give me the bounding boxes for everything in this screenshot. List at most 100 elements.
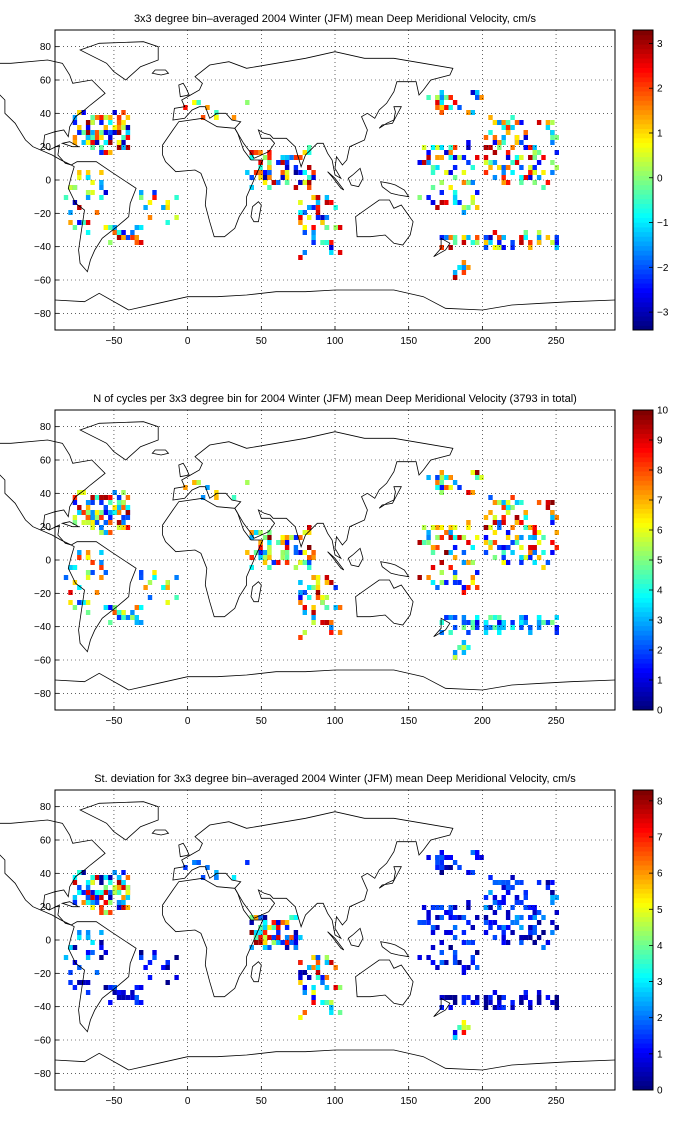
data-bin	[134, 985, 139, 990]
data-bin	[457, 865, 462, 870]
data-bin	[554, 240, 559, 245]
data-bin	[435, 165, 440, 170]
coastline-australia	[355, 199, 414, 246]
data-bin	[505, 155, 511, 160]
data-bin	[280, 175, 285, 180]
data-bin	[497, 525, 502, 530]
data-bin	[72, 515, 78, 520]
data-bin	[532, 145, 537, 150]
data-bin	[461, 640, 467, 645]
data-bin	[492, 230, 498, 235]
data-bin	[532, 545, 537, 550]
data-bin	[293, 940, 299, 945]
data-bin	[483, 540, 489, 545]
data-bin	[444, 615, 449, 620]
data-bin	[108, 510, 113, 515]
data-bin	[249, 565, 254, 570]
colorbar-segment	[633, 574, 653, 580]
data-bin	[444, 995, 449, 1000]
data-bin	[108, 900, 113, 905]
data-bin	[501, 560, 506, 565]
data-bin	[276, 920, 281, 925]
data-bin	[262, 945, 268, 950]
data-bin	[320, 620, 325, 625]
colorbar-segment	[633, 644, 653, 650]
data-bin	[249, 915, 254, 920]
x-tick-label: 200	[474, 1096, 491, 1107]
data-bin	[532, 170, 537, 175]
data-bin	[245, 550, 250, 555]
data-bin	[528, 915, 533, 920]
data-bin	[249, 175, 254, 180]
data-bin	[439, 960, 444, 965]
data-bin	[439, 865, 444, 870]
data-bin	[532, 905, 537, 910]
data-bin	[448, 915, 453, 920]
data-bin	[302, 210, 307, 215]
data-bin	[116, 890, 122, 895]
colorbar-segment	[633, 663, 653, 669]
data-bin	[475, 155, 480, 160]
data-bin	[483, 160, 489, 165]
data-bin	[85, 175, 91, 180]
data-bin	[77, 885, 82, 890]
data-bin	[505, 925, 511, 930]
data-bin	[293, 945, 299, 950]
data-bin	[103, 115, 108, 120]
y-tick-label: −20	[34, 969, 51, 980]
data-bin	[514, 535, 520, 540]
data-bin	[139, 575, 144, 580]
data-bin	[448, 155, 453, 160]
data-bin	[475, 570, 480, 575]
data-bin	[497, 620, 502, 625]
colorbar-segment	[633, 475, 653, 481]
colorbar-segment	[633, 34, 653, 40]
coastline-eurasia	[172, 431, 454, 560]
data-bin	[532, 525, 537, 530]
data-bin	[315, 975, 321, 980]
data-bin	[497, 995, 502, 1000]
data-bin	[77, 505, 82, 510]
data-bin	[125, 505, 131, 510]
data-bin	[528, 1005, 533, 1010]
colorbar-segment	[633, 1010, 653, 1016]
data-bin	[103, 890, 108, 895]
colorbar-segment	[633, 794, 653, 800]
data-bin	[68, 590, 73, 595]
data-bin	[302, 1010, 307, 1015]
data-bin	[554, 135, 559, 140]
data-bin	[532, 940, 537, 945]
data-bin	[492, 530, 498, 535]
data-bin	[253, 150, 259, 155]
data-bin	[90, 140, 95, 145]
data-bin	[435, 925, 440, 930]
data-bin	[452, 175, 458, 180]
coastline-eurasia	[172, 811, 454, 940]
data-bin	[488, 540, 493, 545]
data-bin	[417, 160, 422, 165]
data-bin	[439, 525, 444, 530]
data-bin	[315, 965, 321, 970]
data-bin	[461, 180, 467, 185]
data-bin	[293, 535, 299, 540]
data-bin	[125, 905, 131, 910]
data-bin	[510, 875, 515, 880]
data-bin	[231, 495, 237, 500]
colorbar-segment	[633, 972, 653, 978]
data-bin	[466, 940, 471, 945]
data-bin	[448, 185, 453, 190]
data-bin	[249, 555, 254, 560]
data-bin	[103, 190, 108, 195]
data-bin	[448, 865, 453, 870]
data-bin	[253, 930, 259, 935]
data-bin	[99, 895, 104, 900]
data-bin	[519, 165, 524, 170]
data-bin	[307, 545, 312, 550]
data-bin	[103, 530, 108, 535]
colorbar-segment	[633, 977, 653, 983]
data-bin	[99, 575, 104, 580]
data-bin	[85, 130, 91, 135]
data-bin	[452, 935, 458, 940]
data-bin	[284, 560, 290, 565]
data-bin	[550, 120, 555, 125]
